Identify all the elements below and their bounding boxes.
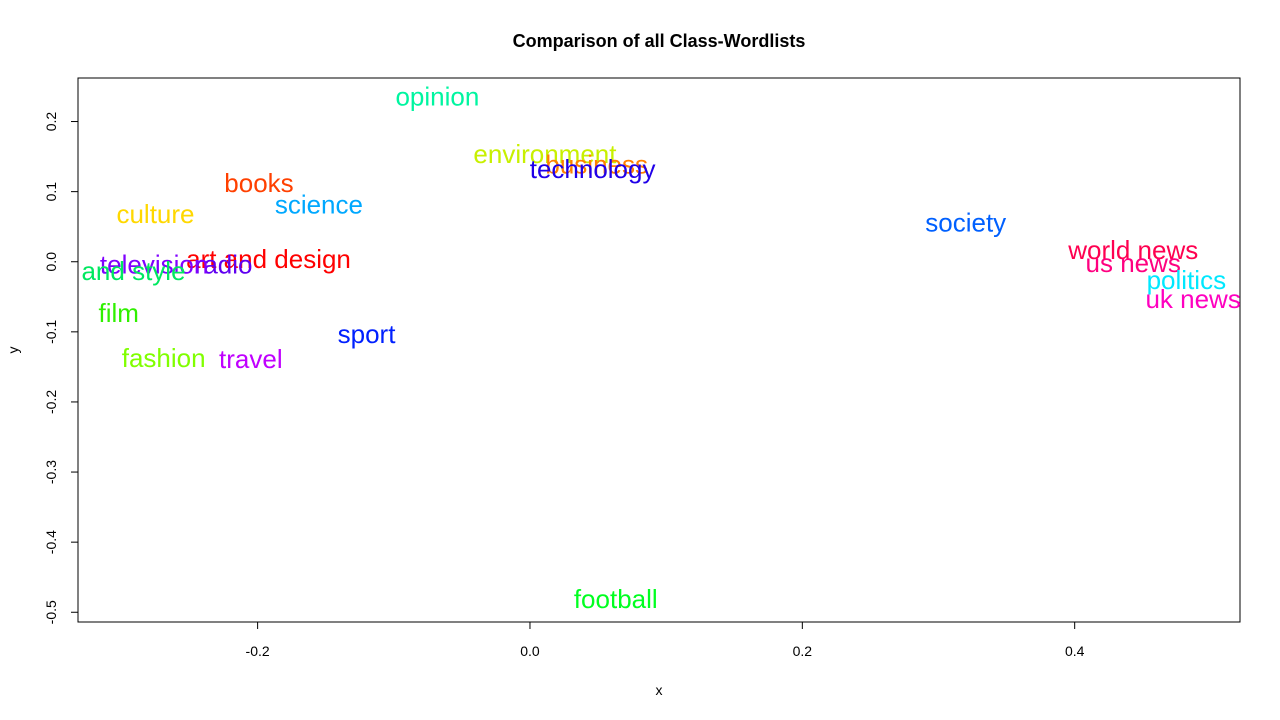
point-label-television: television	[100, 250, 208, 280]
point-label-society: society	[925, 207, 1006, 237]
point-label-technology: technology	[530, 154, 656, 184]
y-tick-label: -0.5	[43, 600, 59, 624]
point-label-opinion: opinion	[395, 81, 479, 111]
point-label-politics: politics	[1147, 265, 1226, 295]
point-label-business: business	[545, 149, 648, 179]
point-label-science: science	[275, 189, 363, 219]
point-label-art-and-design: art and design	[186, 244, 351, 274]
point-label-sport: sport	[338, 319, 397, 349]
y-axis: -0.5 -0.4 -0.3 -0.2 -0.1 0.0 0.1 0.2	[43, 112, 79, 624]
y-tick-label: -0.1	[43, 320, 59, 344]
point-label-books: books	[224, 168, 293, 198]
point-label-environment: environment	[473, 139, 617, 169]
point-label-life-and-style: life and style	[41, 256, 186, 286]
point-label-uk-news: uk news	[1145, 284, 1240, 314]
point-label-travel: travel	[219, 344, 283, 374]
y-tick-label: -0.3	[43, 460, 59, 484]
point-label-fashion: fashion	[122, 343, 206, 373]
x-tick-label: -0.2	[246, 643, 270, 659]
point-label-us-news: us news	[1086, 248, 1181, 278]
y-tick-label: 0.2	[43, 112, 59, 132]
y-tick-label: -0.2	[43, 390, 59, 414]
chart-title: Comparison of all Class-Wordlists	[513, 31, 806, 51]
x-tick-label: 0.2	[793, 643, 813, 659]
y-tick-label: -0.4	[43, 530, 59, 554]
y-tick-label: 0.1	[43, 182, 59, 202]
x-tick-label: 0.0	[520, 643, 540, 659]
x-axis: -0.2 0.0 0.2 0.4	[246, 621, 1085, 659]
point-label-radio: radio	[195, 250, 253, 280]
point-label-world-news: world news	[1067, 235, 1198, 265]
point-label-football: football	[574, 584, 658, 614]
point-label-film: film	[98, 298, 138, 328]
point-label-culture: culture	[116, 199, 194, 229]
y-tick-label: 0.0	[43, 252, 59, 272]
x-axis-title: x	[656, 682, 663, 698]
x-tick-label: 0.4	[1065, 643, 1085, 659]
y-axis-title: y	[5, 347, 21, 354]
